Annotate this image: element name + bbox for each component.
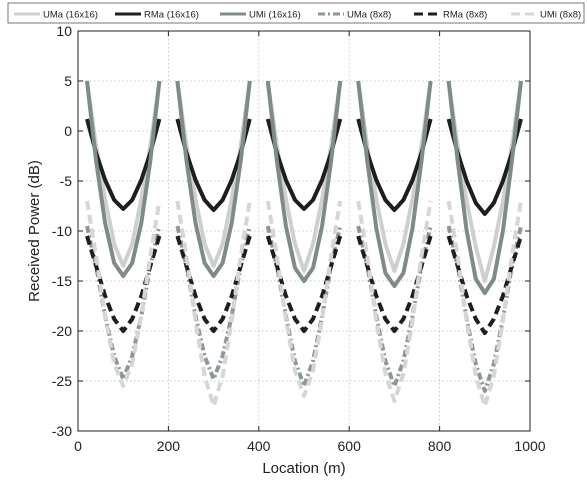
x-tick-label: 400 (247, 438, 271, 454)
axis-ticks: 0 200 400 600 800 1000 -30 -25 -20 -15 -10 -5 0 5 10 (52, 23, 546, 454)
series-line (85, 235, 162, 333)
series-3 (85, 80, 523, 295)
series-line (356, 235, 433, 333)
series-line (446, 225, 523, 393)
series-line (85, 80, 162, 278)
y-tick-label: -30 (52, 423, 72, 439)
legend-label: UMi (16x16) (249, 10, 301, 21)
y-tick-label: -20 (52, 323, 72, 339)
legend-label: UMa (16x16) (43, 10, 98, 21)
series-line (175, 80, 252, 278)
x-tick-label: 800 (428, 438, 452, 454)
x-axis-label: Location (m) (262, 460, 345, 477)
y-tick-label: -25 (52, 373, 72, 389)
legend-item: UMa (16x16) (14, 10, 98, 21)
legend-item: RMa (16x16) (115, 10, 199, 21)
legend-label: RMa (8x8) (443, 10, 487, 21)
series-line (446, 118, 523, 216)
y-tick-label: -10 (52, 223, 72, 239)
series-line (446, 235, 523, 335)
x-tick-label: 0 (74, 438, 82, 454)
series-line (446, 80, 523, 295)
legend-label: UMi (8x8) (540, 10, 581, 21)
legend-label: UMa (8x8) (347, 10, 391, 21)
series-line (85, 200, 162, 388)
series-5 (85, 235, 523, 335)
y-tick-label: 10 (56, 23, 72, 39)
series-line (175, 200, 252, 408)
series-line (265, 80, 343, 283)
legend-item: UMi (16x16) (220, 10, 301, 21)
series-line (175, 118, 252, 212)
series-line (356, 118, 433, 212)
y-axis-label: Received Power (dB) (26, 160, 43, 302)
series-line (85, 118, 162, 211)
series-line (175, 235, 252, 333)
series-6 (85, 200, 523, 408)
y-tick-label: -15 (52, 273, 72, 289)
series-line (356, 80, 433, 288)
series-layer (85, 80, 523, 408)
y-tick-label: 0 (64, 123, 72, 139)
series-line (356, 200, 433, 403)
legend-item: UMi (8x8) (511, 10, 581, 21)
legend-label: RMa (16x16) (144, 10, 199, 21)
x-tick-label: 200 (157, 438, 181, 454)
legend-box (7, 2, 585, 24)
y-tick-label: -5 (60, 173, 73, 189)
series-2 (85, 118, 523, 216)
series-line (265, 200, 343, 398)
x-tick-label: 600 (338, 438, 362, 454)
legend-item: RMa (8x8) (414, 10, 487, 21)
series-line (265, 118, 343, 211)
series-line (265, 235, 343, 333)
legend: UMa (16x16) RMa (16x16) UMi (16x16) UMa (8x… (7, 2, 585, 24)
series-line (446, 200, 523, 408)
y-tick-label: 5 (64, 73, 72, 89)
x-tick-label: 1000 (514, 438, 545, 454)
legend-item: UMa (8x8) (318, 10, 391, 21)
